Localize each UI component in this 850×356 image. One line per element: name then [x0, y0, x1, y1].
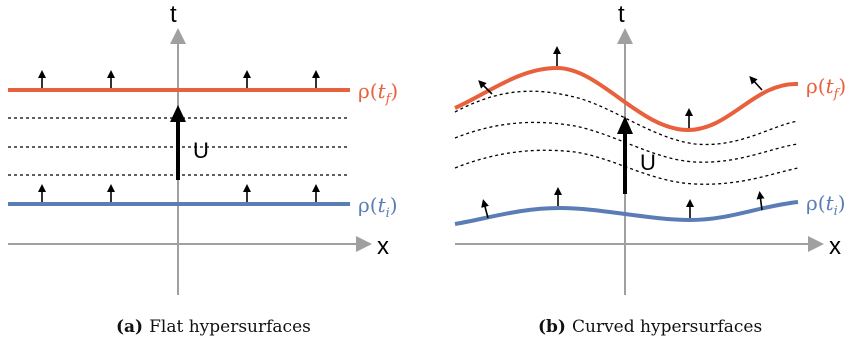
panel-b-evolution-arrowhead [617, 116, 633, 134]
panel-b-t-label: t [618, 1, 625, 28]
panel-b-caption: (b) Curved hypersurfaces [538, 317, 762, 337]
panel-b-normal-arrow [756, 191, 765, 211]
panel-b-x-label: x [829, 233, 841, 260]
panel-a-evolution-arrowhead [170, 105, 186, 122]
panel-b-operator-label: U [640, 150, 656, 175]
panel-b-normal-arrow [481, 199, 489, 219]
panel-b-rho-initial: ρ(ti) [806, 191, 846, 219]
panel-a-operator-label: U [193, 138, 209, 163]
panel-b: t x U ρ(tf) ρ(ti) (b) Curved hypersurface… [454, 1, 846, 337]
panel-b-initial-surface [454, 200, 799, 226]
panel-b-slice-3 [454, 149, 799, 185]
panel-a-rho-initial: ρ(ti) [358, 193, 398, 221]
panel-b-normal-arrow [749, 76, 763, 91]
panel-b-slice-2 [454, 121, 799, 163]
panel-b-final-surface [454, 65, 799, 133]
panel-b-rho-final: ρ(tf) [806, 74, 846, 102]
panel-a-x-label: x [377, 233, 389, 260]
panel-a-t-label: t [170, 1, 177, 28]
panel-a-caption: (a) Flat hypersurfaces [116, 317, 311, 337]
panel-a-rho-final: ρ(tf) [358, 79, 398, 107]
panel-a: t x U ρ(tf) ρ(ti) (a) Flat hypersurfaces [8, 1, 398, 337]
panel-b-normal-arrow [478, 80, 493, 95]
panel-b-slice-1 [454, 90, 799, 146]
